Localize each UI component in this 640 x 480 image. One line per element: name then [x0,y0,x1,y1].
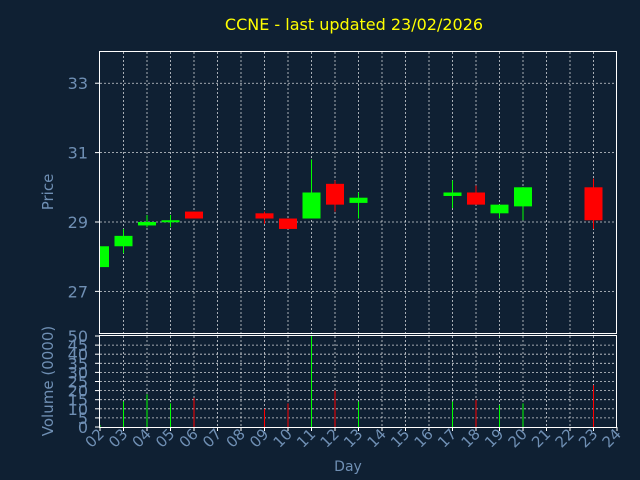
x-tick-label: 16 [411,425,437,451]
candle-body [584,187,603,221]
volume-y-tick-label: 45 [68,336,88,355]
x-tick-label: 24 [599,425,625,451]
x-tick-label: 10 [270,425,296,451]
candle-body [114,235,133,247]
volume-y-tick-label: 0 [78,418,88,437]
volume-y-tick-label: 10 [68,400,88,419]
price-y-tick-label: 31 [68,144,88,163]
x-tick-label: 14 [364,425,390,451]
candle-body [326,183,344,205]
x-tick-label: 19 [481,425,507,451]
x-tick-label: 11 [293,425,319,451]
x-tick-label: 21 [528,425,554,451]
x-tick-label: 13 [340,425,366,451]
volume-y-tick-label: 25 [68,373,88,392]
candle-body [185,211,203,219]
x-tick-label: 09 [246,425,272,451]
volume-y-tick-label: 15 [68,391,88,410]
candle-body [302,192,321,219]
x-tick-label: 15 [387,425,413,451]
candle-body [349,197,368,203]
price-y-tick-label: 29 [68,213,88,232]
x-tick-label: 06 [176,425,202,451]
price-y-axis: 27 29 31 33 [68,74,100,301]
x-tick-label: 20 [505,425,531,451]
x-axis: 0203040506070809101112131415161718192021… [82,425,625,451]
price-frame [99,51,617,334]
candle-body [279,218,297,229]
volume-y-tick-label: 20 [68,382,88,401]
candle-body [138,221,156,226]
volume-y-tick-label: 5 [78,409,88,428]
x-tick-label: 18 [458,425,484,451]
x-tick-label: 07 [199,425,225,451]
x-tick-label: 12 [317,425,343,451]
chart-title: CCNE - last updated 23/02/2026 [225,15,483,34]
candle-body [443,192,462,196]
x-tick-label: 04 [129,425,155,451]
candle-body [490,204,509,214]
volume-y-tick-label: 30 [68,363,88,382]
x-tick-label: 23 [575,425,601,451]
x-tick-label: 08 [223,425,249,451]
price-panel: 27 29 31 33 Price [39,51,617,334]
x-tick-label: 03 [105,425,131,451]
candle-body [100,246,109,268]
price-y-tick-label: 33 [68,74,88,93]
volume-y-tick-label: 40 [68,345,88,364]
price-y-tick-label: 27 [68,282,88,301]
price-axis-label: Price [39,174,57,211]
candle-body [514,187,532,207]
x-tick-label: 17 [434,425,460,451]
candle-body [255,213,274,219]
volume-y-tick-label: 50 [68,327,88,346]
x-tick-label: 22 [552,425,578,451]
x-axis-label: Day [334,459,362,475]
price-candles [100,159,603,268]
x-tick-label: 05 [152,425,178,451]
candle-body [161,220,180,223]
volume-bars [99,336,594,427]
candle-body [467,192,485,205]
volume-axis-label: Volume (0000) [39,326,57,436]
volume-y-tick-label: 35 [68,354,88,373]
